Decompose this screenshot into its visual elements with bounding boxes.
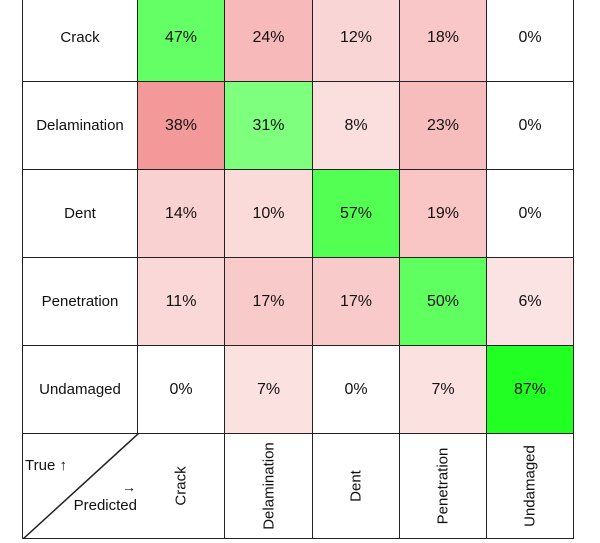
cell-value: 23% <box>426 116 460 134</box>
cell-value: 47% <box>164 28 198 46</box>
cell-value: 0% <box>169 380 193 398</box>
matrix-cell: 0% <box>487 0 574 82</box>
cell-value: 87% <box>513 380 547 398</box>
matrix-cell: 6% <box>487 258 574 346</box>
predicted-axis-label: Predicted <box>73 497 137 514</box>
column-label-delamination: Delamination <box>225 434 313 539</box>
matrix-cell: 17% <box>313 258 400 346</box>
column-label-crack: Crack <box>138 434 225 539</box>
cell-value: 19% <box>426 204 460 222</box>
true-axis-label: True ↑ <box>25 457 67 474</box>
cell-value: 10% <box>252 204 285 222</box>
matrix-cell: 7% <box>400 346 487 434</box>
row-label-crack: Crack <box>22 0 138 82</box>
corner-diagonal-line <box>23 433 139 539</box>
column-label-text: Undamaged <box>521 445 539 527</box>
matrix-cell: 19% <box>400 170 487 258</box>
matrix-cell: 24% <box>225 0 313 82</box>
cell-value: 6% <box>518 292 542 310</box>
column-label-text: Penetration <box>434 447 452 525</box>
row-label-delamination: Delamination <box>22 82 138 170</box>
column-label-undamaged: Undamaged <box>487 434 574 539</box>
cell-value: 57% <box>339 204 373 222</box>
cell-value: 8% <box>344 116 368 134</box>
column-label-penetration: Penetration <box>400 434 487 539</box>
row-label-dent: Dent <box>22 170 138 258</box>
column-label-text: Dent <box>347 470 365 502</box>
cell-value: 11% <box>165 292 197 310</box>
matrix-cell: 57% <box>313 170 400 258</box>
row-label-penetration: Penetration <box>22 258 138 346</box>
predicted-arrow-icon: → <box>122 479 136 495</box>
cell-value: 14% <box>164 204 198 222</box>
cell-value: 50% <box>426 292 460 310</box>
cell-value: 17% <box>252 292 285 310</box>
cell-value: 17% <box>339 292 373 310</box>
matrix-cell: 0% <box>313 346 400 434</box>
matrix-cell: 10% <box>225 170 313 258</box>
matrix-cell: 0% <box>138 346 225 434</box>
cell-value: 0% <box>518 28 542 46</box>
matrix-cell: 23% <box>400 82 487 170</box>
matrix-cell: 14% <box>138 170 225 258</box>
matrix-cell: 7% <box>225 346 313 434</box>
matrix-cell: 50% <box>400 258 487 346</box>
axis-corner: True ↑ → Predicted <box>22 433 139 539</box>
column-label-text: Delamination <box>260 442 277 530</box>
column-label-dent: Dent <box>313 434 400 539</box>
row-label-undamaged: Undamaged <box>22 346 138 434</box>
matrix-cell: 12% <box>313 0 400 82</box>
matrix-cell: 0% <box>487 170 574 258</box>
matrix-cell: 8% <box>313 82 400 170</box>
cell-value: 0% <box>518 116 542 134</box>
matrix-cell: 17% <box>225 258 313 346</box>
matrix-cell: 31% <box>225 82 313 170</box>
cell-value: 18% <box>426 28 460 46</box>
cell-value: 24% <box>252 28 285 46</box>
cell-value: 0% <box>344 380 368 398</box>
cell-value: 7% <box>256 380 281 398</box>
cell-value: 0% <box>518 204 542 222</box>
matrix-cell: 47% <box>138 0 225 82</box>
matrix-cell: 38% <box>138 82 225 170</box>
matrix-cell: 0% <box>487 82 574 170</box>
cell-value: 7% <box>431 380 455 398</box>
cell-value: 38% <box>164 116 198 134</box>
cell-value: 12% <box>339 28 373 46</box>
cell-value: 31% <box>252 116 285 134</box>
matrix-cell: 11% <box>138 258 225 346</box>
matrix-cell: 87% <box>487 346 574 434</box>
matrix-cell: 18% <box>400 0 487 82</box>
column-label-text: Crack <box>172 466 190 506</box>
